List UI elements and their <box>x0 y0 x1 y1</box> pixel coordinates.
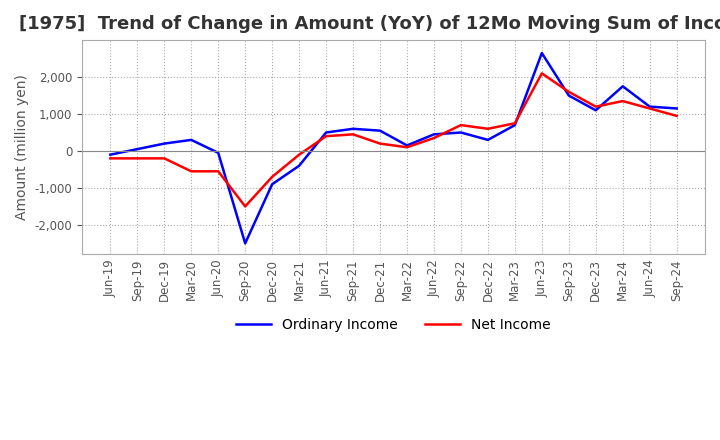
Ordinary Income <box>672 106 681 111</box>
Net Income <box>160 156 168 161</box>
Net Income <box>241 204 250 209</box>
Net Income <box>456 122 465 128</box>
Title: [1975]  Trend of Change in Amount (YoY) of 12Mo Moving Sum of Incomes: [1975] Trend of Change in Amount (YoY) o… <box>19 15 720 33</box>
Net Income <box>214 169 222 174</box>
Ordinary Income <box>214 150 222 155</box>
Ordinary Income <box>564 93 573 98</box>
Net Income <box>510 121 519 126</box>
Ordinary Income <box>322 130 330 135</box>
Ordinary Income <box>591 108 600 113</box>
Ordinary Income <box>538 51 546 56</box>
Ordinary Income <box>348 126 357 132</box>
Legend: Ordinary Income, Net Income: Ordinary Income, Net Income <box>230 312 557 337</box>
Ordinary Income <box>456 130 465 135</box>
Net Income <box>376 141 384 146</box>
Ordinary Income <box>133 147 142 152</box>
Y-axis label: Amount (million yen): Amount (million yen) <box>15 74 29 220</box>
Line: Ordinary Income: Ordinary Income <box>110 53 677 243</box>
Net Income <box>268 174 276 180</box>
Net Income <box>294 152 303 158</box>
Ordinary Income <box>402 143 411 148</box>
Net Income <box>430 136 438 141</box>
Ordinary Income <box>160 141 168 146</box>
Ordinary Income <box>241 241 250 246</box>
Ordinary Income <box>294 163 303 169</box>
Ordinary Income <box>268 182 276 187</box>
Net Income <box>348 132 357 137</box>
Net Income <box>484 126 492 132</box>
Ordinary Income <box>484 137 492 143</box>
Ordinary Income <box>510 122 519 128</box>
Net Income <box>402 145 411 150</box>
Ordinary Income <box>106 152 114 158</box>
Net Income <box>591 104 600 109</box>
Net Income <box>106 156 114 161</box>
Net Income <box>564 89 573 95</box>
Ordinary Income <box>430 132 438 137</box>
Net Income <box>133 156 142 161</box>
Ordinary Income <box>187 137 196 143</box>
Net Income <box>187 169 196 174</box>
Net Income <box>618 99 627 104</box>
Net Income <box>645 106 654 111</box>
Net Income <box>672 113 681 118</box>
Ordinary Income <box>618 84 627 89</box>
Ordinary Income <box>645 104 654 109</box>
Line: Net Income: Net Income <box>110 73 677 206</box>
Net Income <box>322 134 330 139</box>
Ordinary Income <box>376 128 384 133</box>
Net Income <box>538 71 546 76</box>
